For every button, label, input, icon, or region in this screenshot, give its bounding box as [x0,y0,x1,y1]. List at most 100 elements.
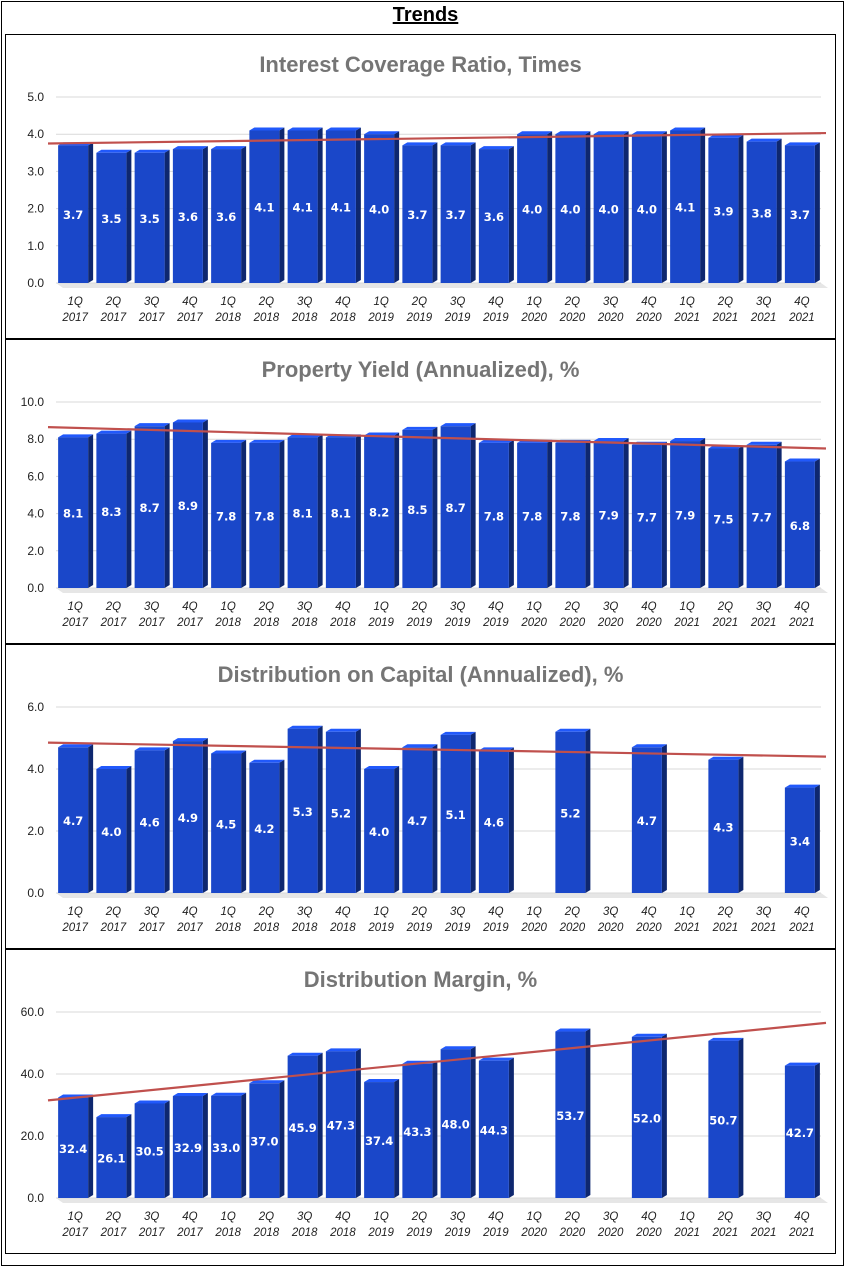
x-tick-label: 3Q 2017 [138,906,165,934]
bar [631,131,667,283]
bar-top [555,131,591,135]
data-label: 5.2 [560,806,580,820]
bar-front [440,734,471,893]
y-tick-label: 5.0 [27,90,44,104]
x-tick-label: 4Q 2019 [482,601,509,629]
x-tick-year: 2019 [444,312,471,324]
bar-side [432,744,438,893]
x-tick-label: 2Q 2021 [712,296,739,324]
x-tick-quarter: 1Q [67,1211,82,1223]
x-tick-quarter: 1Q [373,601,388,613]
bar-front [402,747,433,893]
bar-side [585,439,591,588]
bar-top [211,146,247,150]
chart-title: Property Yield (Annualized), % [262,357,580,382]
x-tick-label: 1Q 2021 [673,601,700,629]
bar-front [440,1049,471,1198]
x-tick-label: 4Q 2018 [329,906,356,934]
bar [249,127,285,283]
x-tick-quarter: 4Q [488,906,503,918]
bar-top [249,439,285,443]
bar-top [364,131,400,135]
bar [249,759,285,893]
x-tick-quarter: 3Q [603,1211,618,1223]
data-label: 3.6 [178,210,198,224]
bar-top [440,731,476,735]
data-label: 3.9 [713,204,733,218]
x-tick-quarter: 2Q [564,296,580,308]
bar-top [287,1052,323,1056]
bar-side [661,1033,667,1198]
bar-side [279,1080,285,1198]
x-tick-label: 1Q 2018 [214,1211,241,1239]
x-tick-quarter: 3Q [756,1211,771,1223]
x-tick-label: 4Q 2020 [635,906,662,934]
x-tick-label: 2Q 2018 [253,601,280,629]
chart-title: Distribution Margin, % [304,967,537,992]
bar-side [585,131,591,283]
x-tick-year: 2017 [100,312,127,324]
data-label: 4.0 [369,825,389,839]
bar-top [96,149,132,153]
bar-side [355,434,361,588]
x-tick-year: 2018 [253,922,280,934]
data-label: 4.7 [63,814,83,828]
bar-front [593,441,624,588]
bar-front [172,149,203,283]
bar-side [470,731,476,893]
bar-side [317,127,323,283]
bar-side [317,725,323,893]
bar-side [279,759,285,893]
bar-top [440,423,476,427]
bar-side [661,744,667,893]
bar-front [211,1095,242,1198]
bar-front [325,1051,356,1198]
x-tick-quarter: 4Q [794,601,809,613]
bar-front [134,1103,165,1198]
bar-front [555,442,586,588]
data-label: 3.7 [790,208,810,222]
bar-front [96,152,127,283]
x-tick-year: 2017 [61,312,88,324]
bar [555,728,591,893]
bar-top [134,423,170,427]
bar-side [432,426,438,588]
data-label: 37.4 [365,1134,393,1148]
data-label: 4.5 [216,817,236,831]
y-tick-label: 6.0 [27,469,44,483]
bar-side [317,1052,323,1198]
x-tick-label: 4Q 2020 [635,601,662,629]
x-tick-quarter: 3Q [144,906,159,918]
bar-side [164,423,170,588]
chart-floor [56,588,828,593]
chart-floor [56,1198,828,1203]
bar-front [96,769,127,893]
bar-front [58,145,89,283]
bar-top [172,1093,208,1097]
x-tick-label: 2Q 2017 [100,1211,127,1239]
data-label: 8.2 [369,506,389,520]
bar-side [202,146,208,283]
bar-front [287,728,318,893]
bar-front [58,437,89,588]
bar-top [708,756,744,760]
data-label: 33.0 [212,1141,240,1155]
data-label: 3.7 [407,208,427,222]
bar-front [555,731,586,893]
data-label: 7.5 [713,512,733,526]
x-tick-label: 3Q 2020 [597,601,624,629]
bar [172,419,208,588]
bar-front [631,444,662,588]
bar-side [814,142,820,283]
x-tick-year: 2021 [750,1227,777,1239]
bar-side [508,1057,514,1198]
bar-top [631,744,667,748]
y-tick-label: 8.0 [27,432,44,446]
data-label: 4.7 [637,814,657,828]
bar-front [287,437,318,588]
chart-floor [56,893,828,898]
bar-front [478,750,509,893]
x-tick-quarter: 1Q [220,601,235,613]
trendline [47,1021,827,1102]
